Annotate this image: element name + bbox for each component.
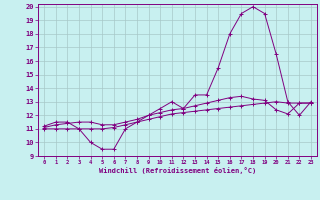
X-axis label: Windchill (Refroidissement éolien,°C): Windchill (Refroidissement éolien,°C) — [99, 167, 256, 174]
